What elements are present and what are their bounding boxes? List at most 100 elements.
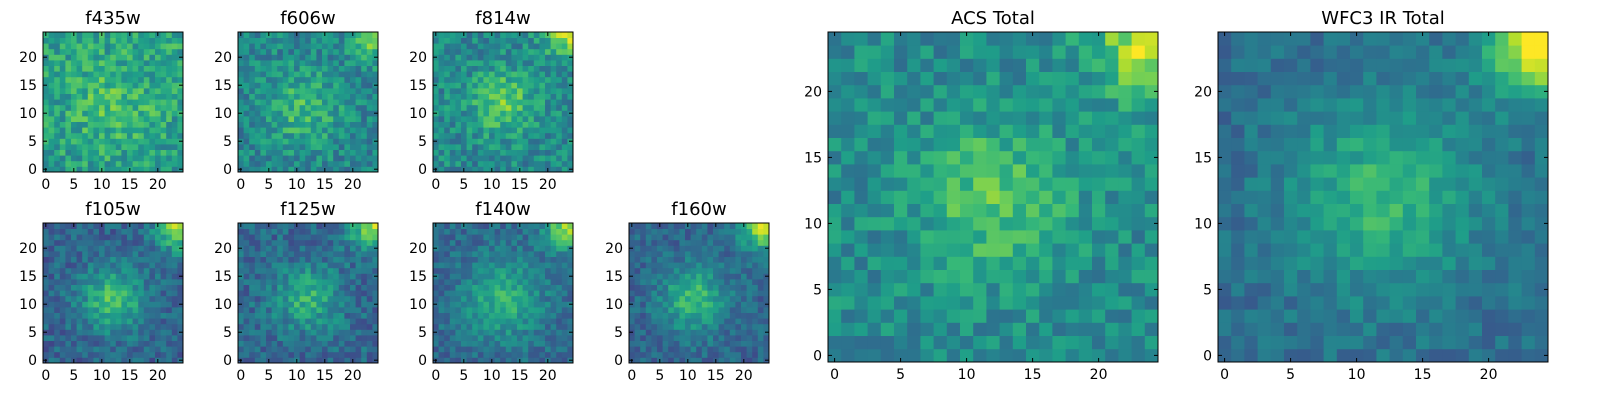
heatmap-cell [455, 256, 462, 263]
heatmap-cell [316, 110, 323, 117]
heatmap-cell [310, 104, 317, 111]
heatmap-cell [48, 88, 55, 94]
heatmap-cell [238, 346, 244, 353]
heatmap-cell [115, 116, 122, 122]
heatmap-cell [48, 256, 55, 263]
heatmap-cell [93, 121, 100, 128]
heatmap-cell [489, 88, 495, 94]
heatmap-cell [93, 132, 100, 139]
heatmap-cell [160, 273, 167, 280]
heatmap-cell [763, 323, 770, 330]
heatmap-cell [752, 284, 759, 291]
heatmap-cell [545, 149, 551, 156]
heatmap-cell [65, 93, 72, 100]
heatmap-cell [757, 245, 764, 252]
heatmap-cell [1052, 269, 1066, 284]
heatmap-cell [550, 82, 557, 89]
heatmap-cell [752, 234, 759, 241]
heatmap-cell [82, 357, 89, 364]
heatmap-cell [500, 262, 507, 269]
heatmap-cell [322, 37, 328, 44]
heatmap-cell [640, 262, 647, 269]
heatmap-cell [483, 307, 490, 313]
heatmap-cell [149, 160, 156, 167]
heatmap-cell [461, 284, 467, 291]
heatmap-cell [724, 256, 731, 263]
heatmap-cell [729, 273, 736, 280]
heatmap-cell [59, 99, 66, 106]
heatmap-cell [260, 228, 267, 235]
heatmap-cell [438, 245, 445, 252]
heatmap-cell [143, 99, 150, 106]
heatmap-cell [696, 357, 703, 364]
heatmap-cell [500, 138, 507, 145]
heatmap-cell [466, 318, 473, 325]
heatmap-cell [444, 37, 451, 44]
heatmap-cell [561, 307, 568, 313]
heatmap-cell [127, 295, 133, 302]
heatmap-cell [662, 323, 669, 330]
y-tick-label: 5 [223, 134, 232, 150]
heatmap-cell [657, 351, 663, 358]
heatmap-cell [93, 273, 100, 280]
heatmap-cell [43, 76, 49, 83]
heatmap-cell [854, 282, 868, 297]
heatmap-cell [177, 88, 184, 94]
heatmap-cell [444, 351, 451, 358]
heatmap-cell [361, 144, 368, 150]
heatmap-cell [1131, 243, 1146, 257]
heatmap-cell [115, 99, 122, 106]
heatmap-cell [522, 166, 529, 173]
heatmap-cell [138, 127, 145, 134]
heatmap-cell [668, 346, 675, 353]
heatmap-cell [160, 267, 167, 274]
heatmap-cell [673, 279, 680, 285]
heatmap-cell [132, 340, 139, 347]
heatmap-cell [344, 284, 351, 291]
heatmap-cell [1026, 309, 1040, 323]
heatmap-cell [662, 290, 669, 297]
heatmap-cell [449, 104, 456, 111]
heatmap-cell [854, 335, 868, 350]
heatmap-cell [43, 228, 49, 235]
heatmap-cell [48, 138, 55, 145]
heatmap-cell [505, 323, 512, 330]
heatmap-cell [132, 234, 139, 241]
heatmap-cell [1026, 216, 1040, 231]
heatmap-cell [752, 256, 759, 263]
heatmap-cell [449, 295, 456, 302]
heatmap-cell [545, 132, 551, 139]
heatmap-cell [132, 43, 139, 50]
heatmap-cell [522, 60, 529, 66]
heatmap-cell [155, 82, 161, 89]
heatmap-cell [327, 155, 334, 162]
heatmap-cell [333, 318, 340, 325]
heatmap-cell [254, 256, 261, 263]
heatmap-cell [82, 284, 89, 291]
heatmap-cell [455, 307, 462, 313]
heatmap-cell [707, 279, 714, 285]
heatmap-cell [171, 323, 178, 330]
heatmap-cell [472, 82, 479, 89]
heatmap-cell [271, 149, 278, 156]
heatmap-cell [1065, 322, 1080, 336]
heatmap-cell [517, 262, 523, 269]
heatmap-cell [477, 71, 484, 78]
heatmap-cell [841, 203, 855, 218]
heatmap-cell [166, 132, 173, 139]
heatmap-cell [483, 48, 490, 55]
heatmap-cell [338, 295, 345, 302]
heatmap-cell [99, 144, 105, 150]
heatmap-cell [477, 239, 484, 246]
heatmap-cell [550, 99, 557, 106]
heatmap-cell [361, 245, 368, 252]
heatmap-cell [243, 121, 250, 128]
heatmap-cell [629, 351, 635, 358]
heatmap-cell [99, 346, 105, 353]
heatmap-cell [271, 279, 278, 285]
heatmap-cell [299, 54, 306, 61]
heatmap-cell [149, 346, 156, 353]
heatmap-cell [550, 346, 557, 353]
heatmap-cell [528, 267, 535, 274]
